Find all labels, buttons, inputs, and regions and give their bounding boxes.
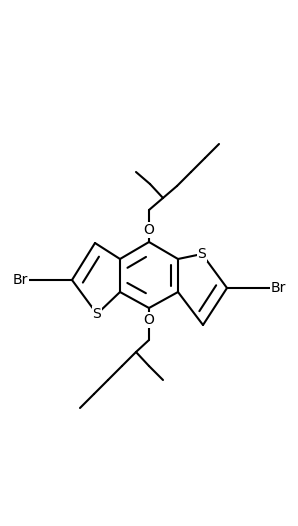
Text: S: S — [93, 307, 101, 321]
Text: O: O — [144, 223, 154, 237]
Text: S: S — [198, 247, 207, 261]
Text: O: O — [144, 313, 154, 327]
Text: Br: Br — [13, 273, 28, 287]
Text: Br: Br — [271, 281, 286, 295]
